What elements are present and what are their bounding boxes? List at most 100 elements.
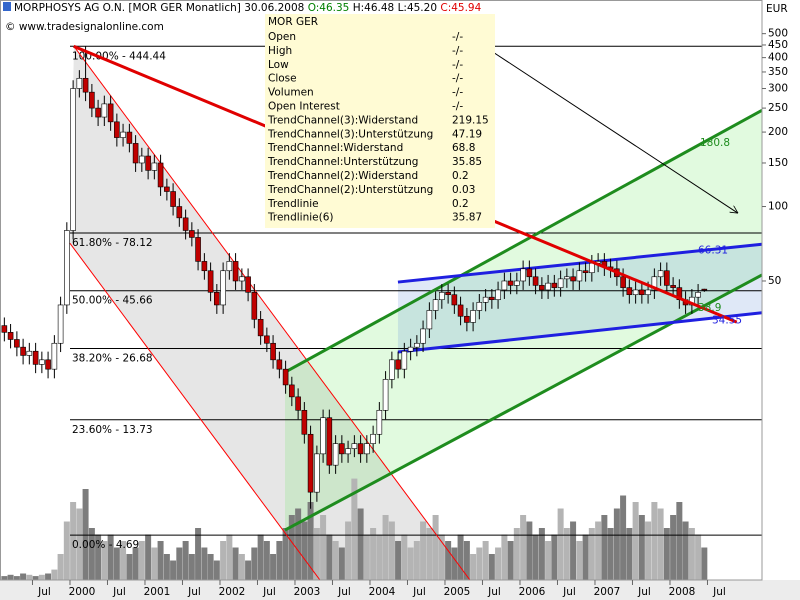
y-tick-label: 50 (768, 275, 781, 287)
volume-bar (76, 508, 83, 580)
volume-bar (488, 554, 495, 580)
volume-bar (651, 502, 658, 580)
candle-body (251, 291, 258, 320)
candle-body (476, 301, 483, 311)
volume-bar (388, 521, 395, 580)
candle-body (532, 276, 539, 286)
info-label: TrendChannel(2):Unterstützung (267, 184, 433, 196)
volume-bar (307, 502, 314, 580)
candle-body (170, 191, 176, 207)
channel-fill (285, 110, 762, 531)
volume-bar (351, 478, 358, 580)
candle-body (245, 276, 251, 293)
volume-bar (195, 528, 202, 580)
y-tick-label: 250 (768, 102, 788, 114)
volume-bar (426, 528, 433, 580)
volume-bar (607, 528, 614, 580)
y-tick-label: 150 (768, 157, 788, 169)
candle-body (332, 443, 339, 466)
candle-body (76, 77, 83, 89)
candle-body (545, 282, 551, 291)
x-tick-label: 2003 (294, 586, 321, 598)
fib-label: 100.00% - 444.44 (72, 50, 166, 62)
volume-bar (357, 508, 364, 580)
candle-body (414, 342, 420, 348)
volume-bar (201, 547, 208, 580)
candle-body (632, 289, 639, 296)
info-value: -/- (452, 45, 463, 57)
volume-bar (220, 541, 227, 580)
x-axis-band (0, 580, 800, 600)
volume-bar (282, 528, 289, 580)
volume-bar (513, 528, 520, 580)
volume-bar (70, 502, 77, 580)
x-tick-label: 2004 (369, 586, 396, 598)
candle-body (420, 328, 426, 344)
candle-body (301, 410, 308, 435)
candle-body (276, 359, 283, 370)
volume-bar (413, 541, 420, 580)
info-label: Trendlinie(6) (267, 212, 333, 224)
volume-bar (176, 547, 183, 580)
volume-bar (32, 576, 39, 580)
candle-body (539, 285, 545, 291)
volume-bar (457, 534, 464, 580)
info-label: TrendChannel:Widerstand (267, 142, 403, 154)
candle-body (520, 268, 526, 282)
channel-line (284, 108, 762, 374)
volume-bar (251, 547, 258, 580)
candle-body (639, 289, 645, 296)
info-value: 0.03 (452, 184, 475, 196)
volume-bar (113, 547, 120, 580)
candle-body (95, 107, 101, 118)
candle-body (214, 291, 220, 306)
volume-bar (270, 554, 277, 580)
x-tick-label: 2005 (444, 586, 471, 598)
info-value: 68.8 (452, 142, 475, 154)
volume-bar (470, 554, 477, 580)
info-value: 219.15 (452, 114, 489, 126)
candle-body (264, 335, 270, 344)
volume-bar (701, 547, 708, 580)
volume-bar (82, 489, 89, 580)
x-tick-label: 2000 (69, 586, 96, 598)
candle-body (101, 103, 108, 118)
info-label: Open (268, 31, 296, 43)
volume-bar (26, 574, 33, 580)
candle-body (564, 276, 570, 280)
info-value: 0.2 (452, 170, 469, 182)
channel-label: 180.8 (700, 137, 730, 149)
fib-label: 38.20% - 26.68 (72, 352, 153, 364)
y-tick-label: 450 (768, 39, 788, 51)
candle-body (201, 261, 208, 272)
volume-bar (557, 508, 564, 580)
volume-bar (576, 541, 583, 580)
candle-body (145, 155, 151, 171)
volume-bar (613, 508, 620, 580)
info-value: 35.87 (452, 212, 482, 224)
volume-bar (582, 534, 589, 580)
volume-bar (657, 508, 664, 580)
candle-body (282, 368, 289, 386)
candle-body (664, 270, 670, 286)
volume-bar (538, 528, 545, 580)
candle-body (289, 384, 295, 398)
trendline (489, 49, 738, 213)
volume-bar (163, 554, 170, 580)
channel-label: 38.9 (698, 302, 721, 314)
open: O:46.35 (308, 2, 350, 14)
candle-body (507, 280, 514, 286)
candle-body (445, 291, 451, 296)
volume-bar (645, 521, 652, 580)
volume-bar (257, 534, 264, 580)
volume-bar (57, 554, 64, 580)
volume-bar (182, 541, 189, 580)
volume-bar (107, 534, 114, 580)
volume-bar (545, 541, 552, 580)
symbol: MORPHOSYS AG O.N. [MOR GER Monatlich] 30… (14, 2, 304, 14)
volume-bar (463, 541, 470, 580)
volume-bar (551, 534, 558, 580)
header-symbol: MORPHOSYS AG O.N. [MOR GER Monatlich] 30… (14, 2, 482, 14)
candle-body (620, 276, 626, 288)
